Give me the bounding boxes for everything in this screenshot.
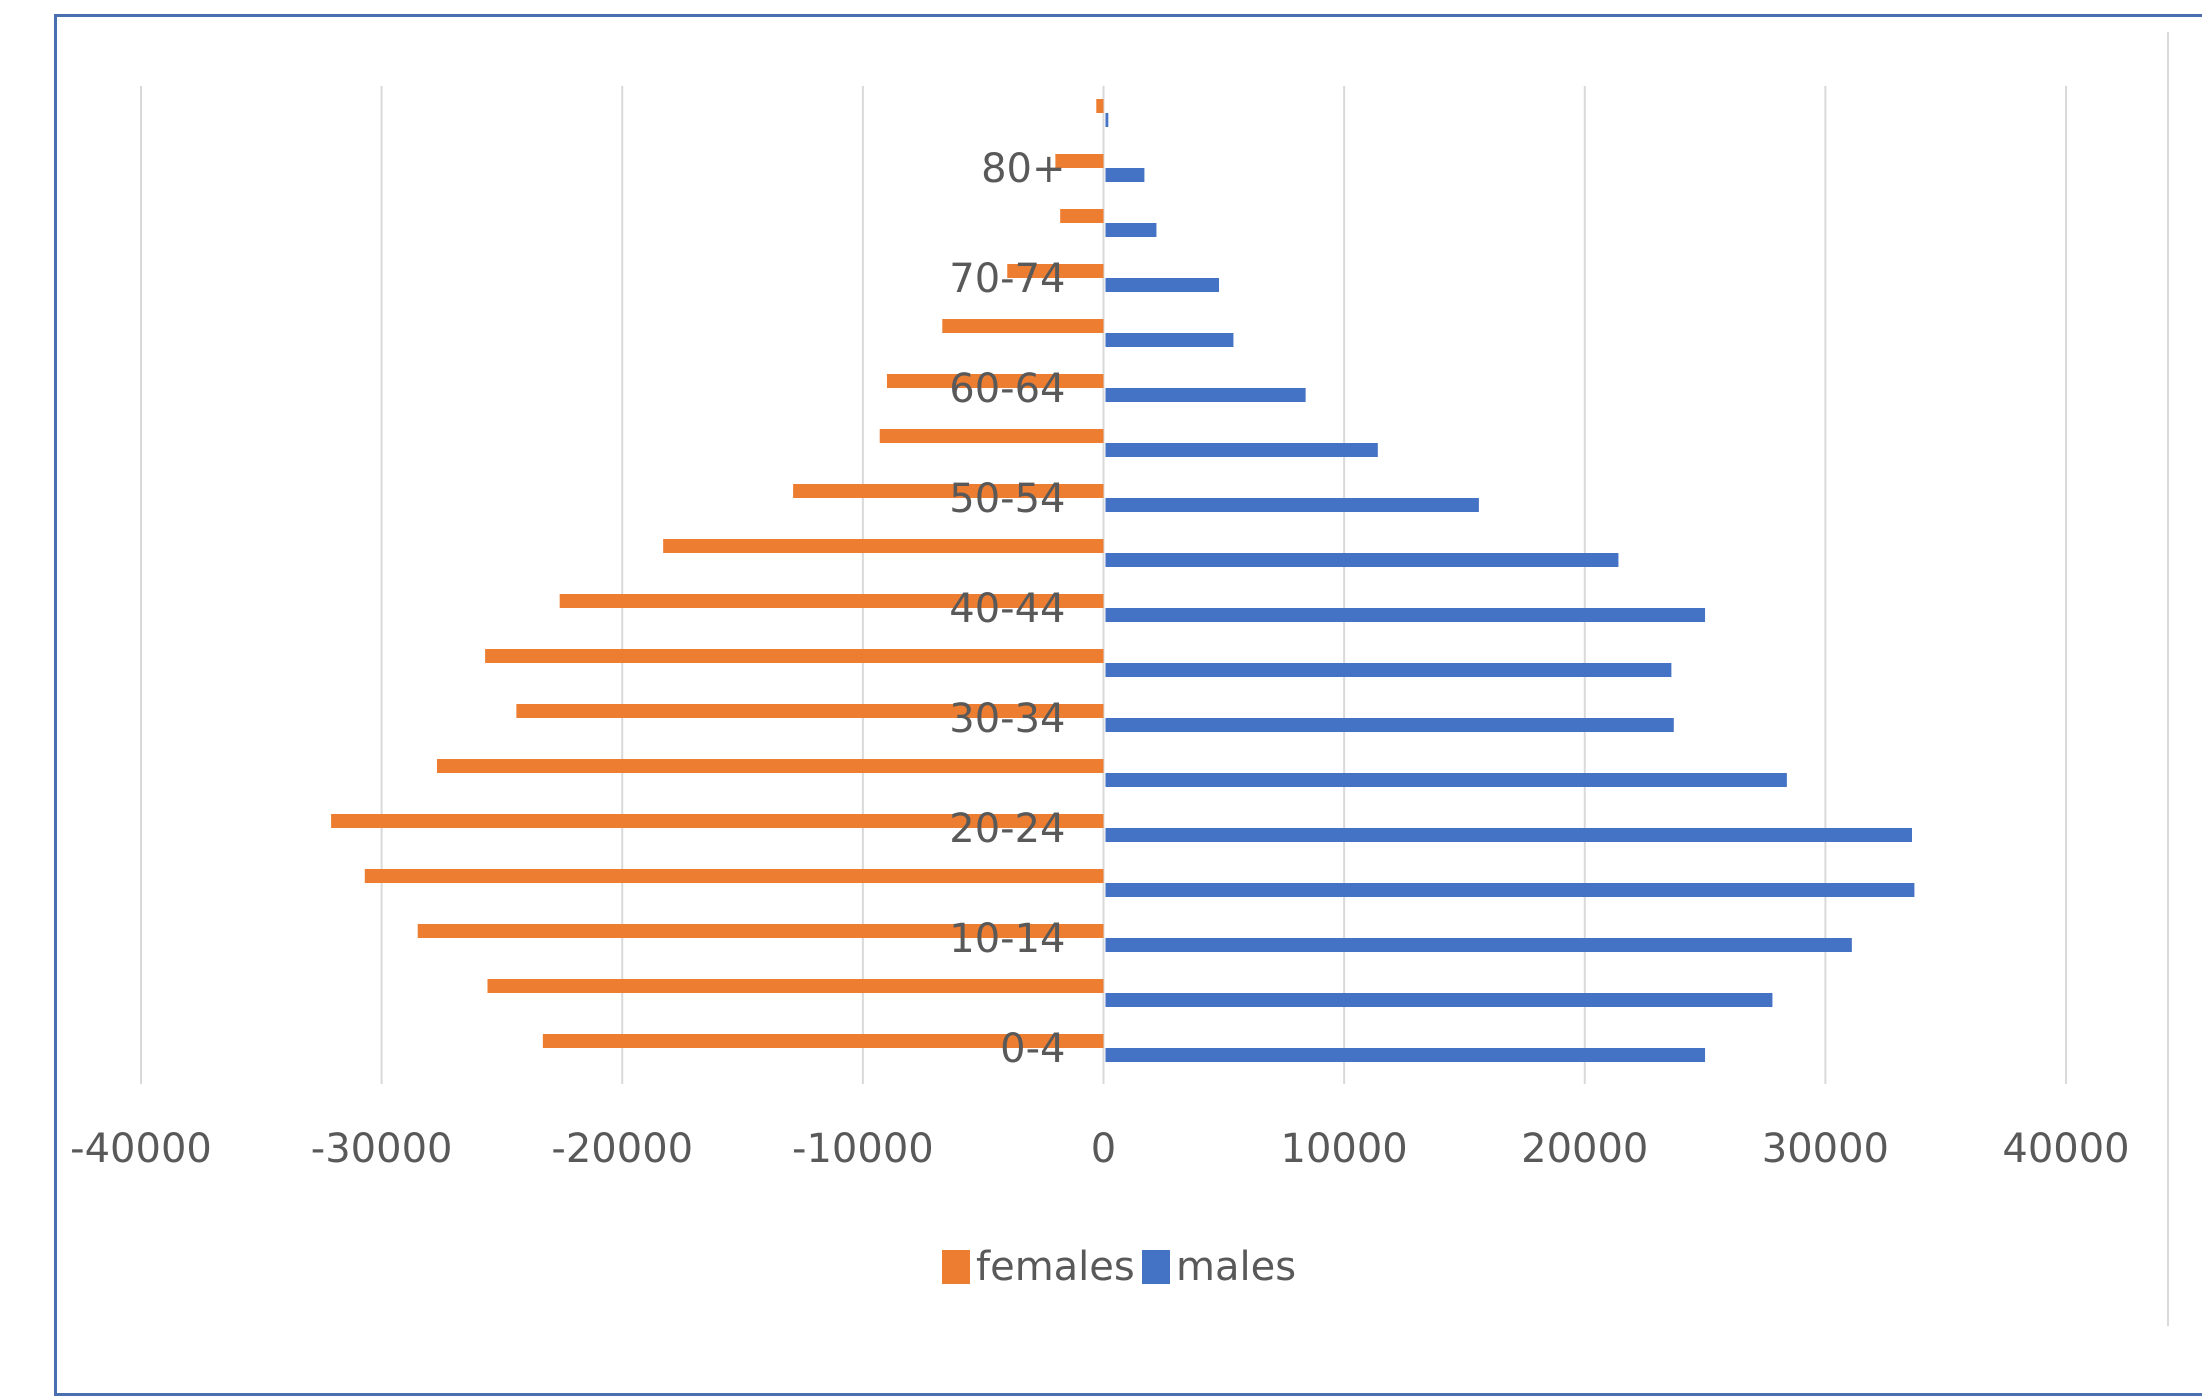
- bar-females: [559, 594, 1104, 608]
- bar-males: [1105, 718, 1674, 732]
- bar-females: [364, 869, 1104, 883]
- gridlines: [140, 86, 2067, 1084]
- bar-females: [1060, 209, 1104, 223]
- bar-males: [1105, 1048, 1706, 1062]
- x-tick-label: 10000: [1281, 1126, 1408, 1172]
- bar-males: [1105, 278, 1219, 292]
- x-tick-label: 30000: [1762, 1126, 1889, 1172]
- category-label: 80+: [981, 146, 1065, 192]
- category-label: 60-64: [949, 366, 1065, 412]
- category-label: 10-14: [949, 916, 1065, 962]
- bar-males: [1105, 553, 1619, 567]
- bar-females: [1096, 99, 1104, 113]
- bar-females: [1007, 264, 1104, 278]
- bar-males: [1105, 388, 1306, 402]
- bars: [331, 99, 1915, 1062]
- bar-females: [663, 539, 1104, 553]
- bar-males: [1105, 443, 1378, 457]
- x-tick-label: 40000: [2002, 1126, 2129, 1172]
- x-tick-label: -40000: [70, 1126, 212, 1172]
- x-tick-label: 20000: [1521, 1126, 1648, 1172]
- bar-males: [1105, 498, 1479, 512]
- category-labels: 0-4 10-14 20-24 30-34 40-44 50-54 60-64 70-74 80…: [949, 146, 1065, 1072]
- bar-males: [1105, 663, 1672, 677]
- bar-females: [516, 704, 1104, 718]
- x-tick-label: -30000: [311, 1126, 453, 1172]
- legend-swatch-females: [942, 1250, 970, 1284]
- x-tick-label: 0: [1091, 1126, 1116, 1172]
- bar-females: [1055, 154, 1104, 168]
- bar-males: [1105, 883, 1915, 897]
- bar-males: [1105, 828, 1912, 842]
- bar-females: [485, 649, 1104, 663]
- bar-males: [1105, 113, 1109, 127]
- bar-males: [1105, 938, 1852, 952]
- bar-females: [879, 429, 1104, 443]
- bar-females: [942, 319, 1104, 333]
- bar-males: [1105, 608, 1706, 622]
- bar-males: [1105, 993, 1773, 1007]
- x-tick-label: -10000: [792, 1126, 934, 1172]
- x-axis-tick-labels: -40000 -30000 -20000 -10000 0 10000 20000 30000…: [70, 1126, 2129, 1172]
- legend-label-females: females: [976, 1244, 1135, 1290]
- category-label: 50-54: [949, 476, 1065, 522]
- legend-swatch-males: [1142, 1250, 1170, 1284]
- bar-males: [1105, 773, 1787, 787]
- category-label: 40-44: [949, 586, 1065, 632]
- bar-males: [1105, 333, 1234, 347]
- legend: females males: [942, 1244, 1296, 1290]
- legend-label-males: males: [1176, 1244, 1296, 1290]
- bar-females: [886, 374, 1104, 388]
- bar-females: [436, 759, 1104, 773]
- category-label: 70-74: [949, 256, 1065, 302]
- bar-females: [487, 979, 1104, 993]
- bar-males: [1105, 168, 1145, 182]
- bar-females: [331, 814, 1104, 828]
- bar-females: [542, 1034, 1104, 1048]
- bar-males: [1105, 223, 1157, 237]
- category-label: 30-34: [949, 696, 1065, 742]
- category-label: 20-24: [949, 806, 1065, 852]
- x-tick-label: -20000: [551, 1126, 693, 1172]
- category-label: 0-4: [1000, 1026, 1065, 1072]
- bar-females: [793, 484, 1104, 498]
- chart-frame: [54, 14, 2202, 1396]
- bar-females: [417, 924, 1104, 938]
